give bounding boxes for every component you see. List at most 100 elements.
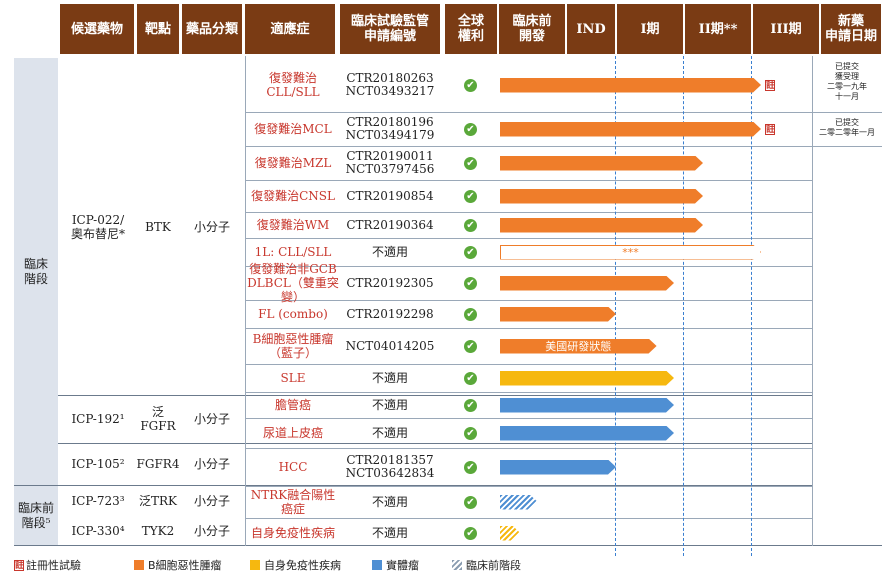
auto-swatch-icon <box>250 560 260 570</box>
nda-note: 已提交 二零二零年一月 <box>819 118 875 137</box>
row-divider <box>245 300 813 301</box>
indication-cell: 尿道上皮癌 <box>262 426 323 440</box>
header-col-11: 新藥 申請日期 <box>821 4 881 54</box>
drug-class: 小分子 <box>193 412 230 426</box>
drug-class: 小分子 <box>193 219 230 234</box>
phase-bar <box>500 371 674 386</box>
indication-cell: HCC <box>278 460 308 474</box>
trial-id-cell: 不適用 <box>371 425 408 440</box>
indication-cell: 復發難治MCL <box>254 122 332 136</box>
check-icon: ✔ <box>464 246 477 259</box>
row-divider <box>245 112 813 113</box>
row-divider <box>245 146 813 147</box>
check-icon: ✔ <box>464 277 477 290</box>
header-col-7: IND <box>567 4 615 54</box>
col-divider <box>245 56 246 546</box>
phase-bar: 美國研發狀態 <box>500 339 657 354</box>
indication-cell: 復發難治CLL/SLL <box>266 71 320 99</box>
header-col-4: 臨床試驗監管 申請編號 <box>340 4 440 54</box>
trial-id-cell: 不適用 <box>371 244 408 259</box>
stage-group-label: 臨床前 階段⁵ <box>14 486 58 545</box>
legend-preclinical: 臨床前階段 <box>452 557 521 573</box>
row-divider <box>245 180 813 181</box>
row-divider <box>245 518 813 519</box>
drug-target: 泛TRK <box>138 494 177 508</box>
indication-cell: FL (combo) <box>258 307 328 321</box>
phase-bar <box>500 495 538 510</box>
check-icon: ✔ <box>464 157 477 170</box>
trial-id-cell: NCT04014205 <box>345 338 435 353</box>
legend-heme: B細胞惡性腫瘤 <box>134 557 222 573</box>
drug-class: 小分子 <box>193 524 230 538</box>
row-divider <box>245 328 813 329</box>
row-divider <box>245 448 813 449</box>
phase-bar <box>500 526 520 541</box>
header-col-10: III期 <box>753 4 819 54</box>
indication-cell: 復發難治非GCB DLBCL（雙重突變） <box>247 262 339 304</box>
drug-class: 小分子 <box>193 494 230 508</box>
phase-divider <box>615 56 616 556</box>
trial-id-cell: CTR20181357 NCT03642834 <box>345 453 435 480</box>
header-col-8: I期 <box>617 4 683 54</box>
phase-bar <box>500 122 761 137</box>
indication-cell: 自身免疫性疾病 <box>250 526 335 540</box>
legend-solid: 實體瘤 <box>372 557 419 573</box>
indication-cell: 膽管癌 <box>274 398 311 412</box>
indication-cell: 1L: CLL/SLL <box>254 245 332 259</box>
phase-divider <box>751 56 752 556</box>
trial-id-cell: CTR20190364 <box>346 217 434 232</box>
table-bottom <box>14 545 882 546</box>
row-divider <box>245 238 813 239</box>
phase-divider <box>683 56 684 556</box>
trial-id-cell: 不適用 <box>371 525 408 540</box>
stage-group-label: 臨床 階段 <box>14 58 58 485</box>
drug-target: BTK <box>145 219 171 234</box>
solid-swatch-icon <box>372 560 382 570</box>
drug-target: 泛FGFR <box>140 405 176 433</box>
row-divider <box>245 486 813 487</box>
registrational-marker-icon: 註 <box>14 559 25 571</box>
nda-note: 已提交 獲受理 二零一九年 十一月 <box>827 62 867 101</box>
phase-bar <box>500 189 703 204</box>
check-icon: ✔ <box>464 461 477 474</box>
phase-bar <box>500 156 703 171</box>
trial-id-cell: CTR20190854 <box>346 188 434 203</box>
check-icon: ✔ <box>464 399 477 412</box>
indication-cell: 復發難治CNSL <box>251 189 335 203</box>
phase-bar <box>500 218 703 233</box>
header-col-9: II期** <box>685 4 751 54</box>
phase-bar <box>500 307 616 322</box>
trial-id-cell: CTR20190011 NCT03797456 <box>345 149 435 176</box>
header-col-3: 適應症 <box>245 4 335 54</box>
indication-cell: B細胞惡性腫瘤 （藍子） <box>252 332 334 360</box>
trial-id-cell: 不適用 <box>371 494 408 509</box>
group-divider <box>58 443 812 444</box>
phase-bar <box>500 398 674 413</box>
legend-registrational: 註註冊性試驗 <box>14 559 81 572</box>
drug-name: ICP-105² <box>71 457 125 471</box>
drug-name: ICP-022/ 奧布替尼* <box>70 212 125 241</box>
group-divider <box>58 395 812 396</box>
check-icon: ✔ <box>464 190 477 203</box>
row-divider <box>812 146 882 147</box>
drug-name: ICP-330⁴ <box>71 524 125 538</box>
trial-id-cell: 不適用 <box>371 370 408 385</box>
row-divider <box>245 212 813 213</box>
drug-class: 小分子 <box>193 457 230 471</box>
row-divider <box>245 418 813 419</box>
row-divider <box>812 112 882 113</box>
drug-target: FGFR4 <box>136 457 180 471</box>
phase-bar <box>500 276 674 291</box>
group-divider <box>14 485 812 486</box>
check-icon: ✔ <box>464 372 477 385</box>
bar-label: 美國研發狀態 <box>545 340 612 353</box>
check-icon: ✔ <box>464 496 477 509</box>
header-col-6: 臨床前 開發 <box>499 4 565 54</box>
header-col-1: 靶點 <box>137 4 179 54</box>
indication-cell: 復發難治WM <box>256 218 330 232</box>
trial-id-cell: 不適用 <box>371 397 408 412</box>
indication-cell: SLE <box>280 371 306 385</box>
registrational-marker-icon: 註 <box>765 79 776 91</box>
indication-cell: NTRK融合陽性癌症 <box>250 488 336 516</box>
row-divider <box>245 266 813 267</box>
